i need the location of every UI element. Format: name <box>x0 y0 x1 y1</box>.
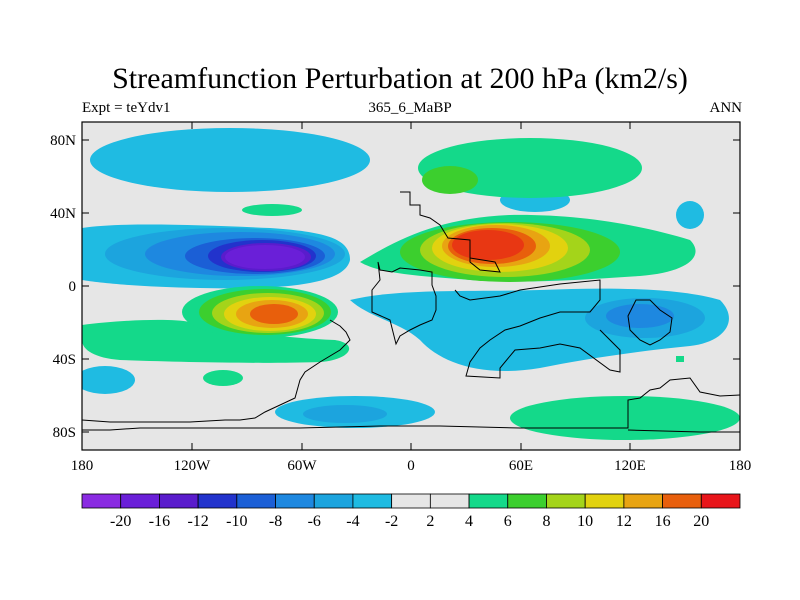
period-label: 365_6_MaBP <box>368 100 452 116</box>
contour-pos-2 <box>82 319 350 363</box>
colorbar-swatch <box>352 493 393 509</box>
contour-neg-2 <box>676 201 704 229</box>
colorbar-swatch <box>429 493 470 509</box>
x-tick-labels: 180 120W 60W 0 60E 120E 180 <box>71 458 752 474</box>
colorbar-label: 2 <box>426 513 434 530</box>
coastline-antarctica <box>82 377 740 433</box>
y-tick-labels: 80N 40N 0 40S 80S <box>50 133 76 441</box>
colorbar-label: 6 <box>504 513 512 530</box>
y-tick-label: 0 <box>69 279 77 295</box>
contour-neg-6 <box>606 304 674 328</box>
x-tick-label: 120W <box>174 458 212 474</box>
colorbar-label: -16 <box>149 513 170 530</box>
colorbar-swatch <box>546 493 586 509</box>
contour-pos-2 <box>203 370 243 386</box>
colorbar-label: -8 <box>269 513 282 530</box>
contour-neg-16 <box>225 245 305 269</box>
x-tick-label: 180 <box>729 458 752 474</box>
colorbar-label: 16 <box>655 513 671 530</box>
colorbar-swatch <box>623 493 663 509</box>
contour-fields <box>82 128 740 440</box>
contour-pos-4 <box>422 166 478 194</box>
y-tick-label: 40S <box>53 352 76 368</box>
y-tick-marks <box>82 139 740 433</box>
colorbar-swatch <box>584 493 625 509</box>
colorbar: -20 -16 -12 -10 -8 -6 -4 -2 2 4 6 8 10 12 16 20 <box>81 493 741 530</box>
contour-pos-2 <box>676 356 684 362</box>
y-tick-label: 80S <box>53 425 76 441</box>
contour-neg-2 <box>82 366 135 394</box>
contour-neg-2 <box>90 128 370 192</box>
colorbar-label: -2 <box>385 513 398 530</box>
colorbar-swatch <box>468 493 509 509</box>
colorbar-label: 4 <box>465 513 473 530</box>
x-tick-label: 180 <box>71 458 94 474</box>
colorbar-label: -10 <box>226 513 247 530</box>
colorbar-swatch <box>275 493 315 509</box>
season-label: ANN <box>709 100 743 116</box>
experiment-label: Expt = teYdv1 <box>82 100 171 116</box>
colorbar-swatch <box>197 493 238 509</box>
colorbar-swatch <box>313 493 354 509</box>
colorbar-label: -20 <box>110 513 131 530</box>
x-tick-marks <box>81 122 741 450</box>
colorbar-label: 12 <box>616 513 632 530</box>
contour-neg-4 <box>303 405 387 423</box>
colorbar-swatch <box>391 493 431 509</box>
coastline-outlines <box>82 191 740 433</box>
colorbar-swatch <box>159 493 199 509</box>
colorbar-label: -6 <box>308 513 321 530</box>
colorbar-label: -12 <box>187 513 208 530</box>
colorbar-swatch <box>700 493 741 509</box>
contour-pos-16 <box>452 230 524 260</box>
contour-pos-2 <box>510 396 740 440</box>
x-tick-label: 120E <box>614 458 646 474</box>
colorbar-label: 20 <box>693 513 709 530</box>
x-tick-label: 0 <box>407 458 415 474</box>
coastline-americas <box>371 191 501 346</box>
colorbar-swatch <box>236 493 276 509</box>
colorbar-swatch <box>120 493 160 509</box>
x-tick-label: 60W <box>287 458 317 474</box>
contour-pos-12 <box>250 304 298 324</box>
contour-pos-2 <box>242 204 302 216</box>
coastline-south-america <box>82 319 351 423</box>
colorbar-swatch <box>81 493 122 509</box>
colorbar-label: -4 <box>346 513 359 530</box>
colorbar-label: 10 <box>577 513 593 530</box>
plot-title: Streamfunction Perturbation at 200 hPa (… <box>112 62 688 95</box>
y-tick-label: 80N <box>50 133 76 149</box>
y-tick-label: 40N <box>50 206 76 222</box>
coastline-africa-eurasia <box>454 279 621 379</box>
colorbar-swatch <box>507 493 547 509</box>
x-tick-label: 60E <box>509 458 533 474</box>
colorbar-swatch <box>662 493 702 509</box>
coastline-australia <box>627 299 673 346</box>
colorbar-label: 8 <box>542 513 550 530</box>
